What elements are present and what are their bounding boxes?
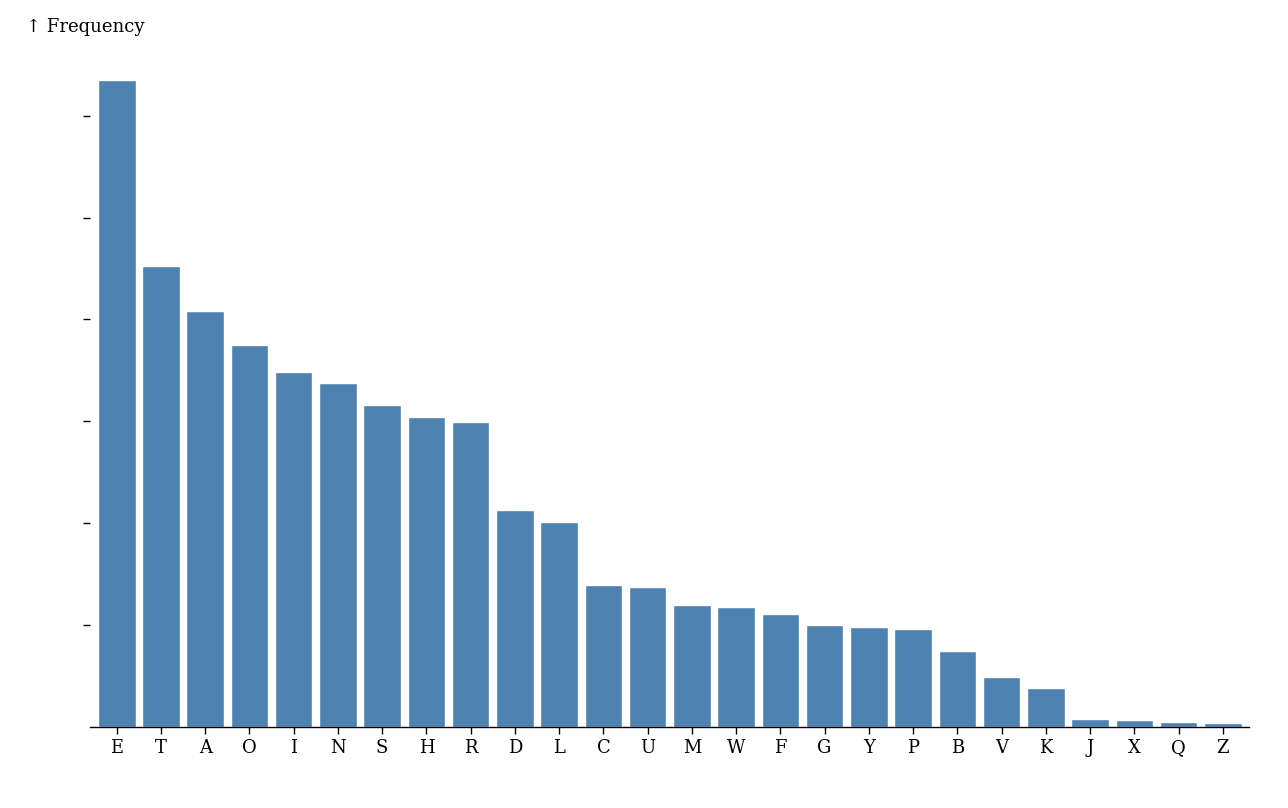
Bar	[452, 422, 489, 727]
Bar	[363, 405, 401, 727]
Bar	[1027, 688, 1065, 727]
Bar	[1204, 723, 1242, 727]
Bar	[674, 604, 711, 727]
Bar	[142, 266, 180, 727]
Text: ↑ Frequency: ↑ Frequency	[27, 19, 146, 36]
Bar	[496, 511, 533, 727]
Bar	[407, 417, 446, 727]
Bar	[1072, 719, 1109, 727]
Bar	[98, 80, 135, 727]
Bar	[806, 625, 844, 727]
Bar	[629, 587, 666, 727]
Bar	[1115, 720, 1153, 727]
Bar	[894, 629, 933, 727]
Bar	[187, 311, 224, 727]
Bar	[761, 613, 799, 727]
Bar	[274, 372, 313, 727]
Bar	[231, 344, 268, 727]
Bar	[850, 626, 887, 727]
Bar	[541, 522, 578, 727]
Bar	[983, 677, 1020, 727]
Bar	[939, 651, 976, 727]
Bar	[1159, 722, 1198, 727]
Bar	[585, 586, 622, 727]
Bar	[717, 607, 755, 727]
Bar	[319, 383, 357, 727]
